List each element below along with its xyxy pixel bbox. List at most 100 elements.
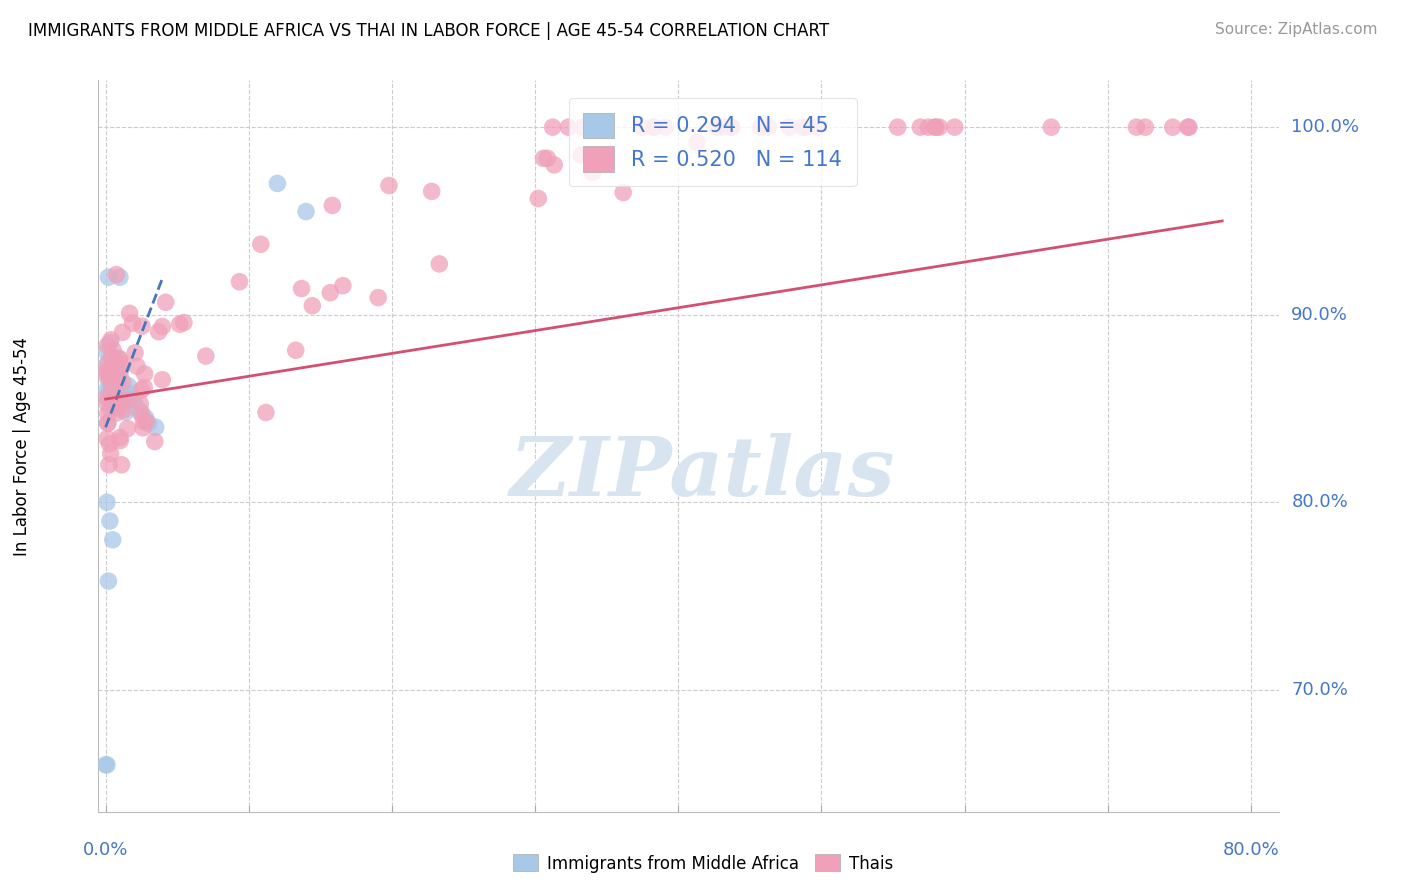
Point: [527, 192, 550, 206]
Point: [284, 343, 307, 358]
Legend: Immigrants from Middle Africa, Thais: Immigrants from Middle Africa, Thais: [506, 847, 900, 880]
Point: [794, 120, 817, 135]
Point: [121, 316, 143, 330]
Point: [711, 120, 734, 135]
Point: [96, 364, 118, 378]
Point: [97, 458, 120, 472]
Text: 80.0%: 80.0%: [1222, 841, 1279, 859]
Point: [150, 373, 173, 387]
Point: [367, 291, 389, 305]
Point: [134, 380, 156, 394]
Point: [96, 357, 118, 371]
Point: [943, 120, 966, 135]
Point: [778, 120, 800, 135]
Point: [108, 431, 131, 445]
Point: [122, 392, 145, 406]
Point: [194, 349, 217, 363]
Point: [111, 326, 134, 340]
Point: [266, 177, 288, 191]
Point: [290, 281, 312, 295]
Point: [111, 357, 134, 371]
Point: [131, 405, 153, 419]
Point: [319, 285, 342, 300]
Text: 100.0%: 100.0%: [1291, 118, 1360, 136]
Point: [129, 407, 152, 421]
Point: [420, 185, 443, 199]
Point: [643, 120, 665, 135]
Point: [541, 120, 564, 135]
Point: [101, 386, 124, 401]
Point: [100, 349, 122, 363]
Point: [378, 178, 401, 193]
Point: [97, 392, 120, 406]
Point: [108, 352, 131, 367]
Point: [173, 316, 195, 330]
Point: [124, 346, 146, 360]
Text: 0.0%: 0.0%: [83, 841, 128, 859]
Point: [720, 120, 742, 135]
Point: [129, 397, 152, 411]
Point: [115, 392, 138, 406]
Point: [98, 335, 121, 350]
Point: [110, 458, 132, 472]
Point: [910, 120, 932, 135]
Point: [107, 379, 129, 393]
Point: [917, 120, 939, 135]
Point: [1040, 120, 1063, 135]
Point: [1125, 120, 1147, 135]
Point: [145, 420, 167, 434]
Point: [103, 379, 125, 393]
Point: [582, 165, 605, 179]
Point: [643, 120, 665, 135]
Point: [925, 120, 948, 135]
Point: [101, 379, 124, 393]
Point: [94, 757, 117, 772]
Point: [111, 375, 134, 389]
Point: [581, 123, 603, 137]
Point: [150, 319, 173, 334]
Point: [118, 386, 141, 401]
Point: [1178, 120, 1201, 135]
Point: [114, 405, 136, 419]
Point: [132, 421, 155, 435]
Point: [110, 360, 132, 375]
Point: [138, 417, 160, 431]
Legend: R = 0.294   N = 45, R = 0.520   N = 114: R = 0.294 N = 45, R = 0.520 N = 114: [568, 98, 856, 186]
Text: 80.0%: 80.0%: [1291, 493, 1348, 511]
Point: [131, 383, 153, 397]
Point: [100, 379, 122, 393]
Point: [100, 333, 122, 347]
Point: [101, 533, 124, 547]
Point: [111, 395, 134, 409]
Point: [254, 405, 277, 419]
Point: [1135, 120, 1157, 135]
Point: [104, 392, 127, 406]
Point: [96, 383, 118, 397]
Point: [169, 317, 191, 331]
Point: [103, 354, 125, 368]
Point: [118, 306, 141, 320]
Text: ZIPatlas: ZIPatlas: [510, 433, 896, 513]
Point: [96, 495, 118, 509]
Point: [97, 416, 120, 430]
Point: [105, 406, 128, 420]
Point: [131, 319, 153, 334]
Point: [135, 410, 157, 425]
Point: [108, 368, 131, 382]
Point: [108, 392, 131, 406]
Point: [686, 136, 709, 150]
Point: [148, 325, 170, 339]
Point: [110, 383, 132, 397]
Point: [143, 434, 166, 449]
Point: [132, 414, 155, 428]
Point: [107, 373, 129, 387]
Point: [749, 120, 772, 135]
Point: [654, 120, 676, 135]
Point: [120, 398, 142, 412]
Point: [100, 447, 122, 461]
Point: [104, 391, 127, 405]
Point: [886, 120, 908, 135]
Point: [108, 434, 131, 448]
Point: [112, 402, 135, 417]
Point: [612, 186, 634, 200]
